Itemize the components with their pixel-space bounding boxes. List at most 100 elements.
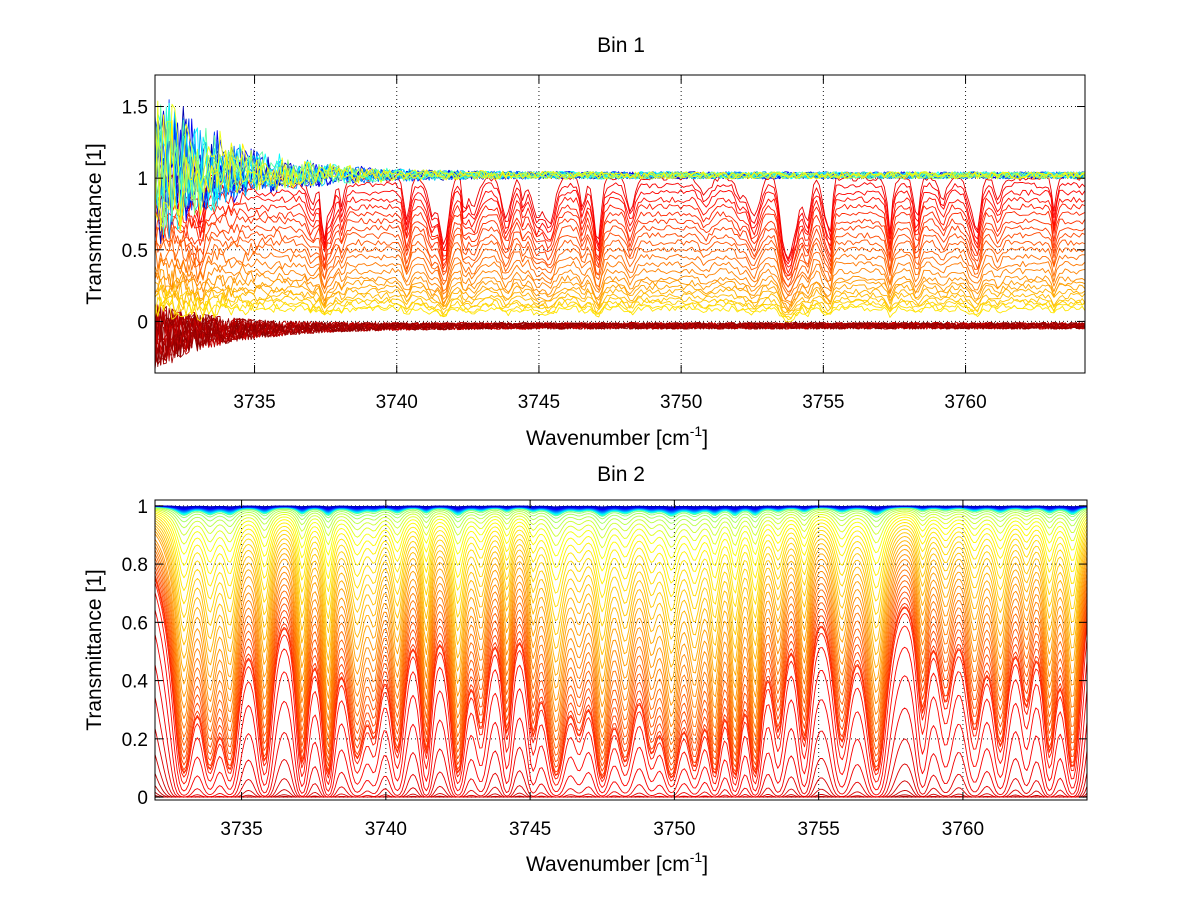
series-line <box>154 309 1086 365</box>
series-line <box>154 538 1088 708</box>
series-line <box>154 207 1086 277</box>
series-line <box>154 517 1088 613</box>
series-line <box>154 697 1088 798</box>
series-line <box>154 515 1088 599</box>
series-line <box>154 574 1088 777</box>
series-line <box>154 277 1086 312</box>
series-line <box>154 306 1086 362</box>
series-line <box>154 530 1088 683</box>
chart-2-frame <box>154 499 1088 801</box>
series-line <box>154 310 1086 366</box>
series-line <box>154 178 1086 265</box>
series-line <box>154 257 1086 300</box>
series-line <box>154 284 1086 316</box>
series-line <box>154 592 1088 788</box>
series-line <box>154 533 1088 695</box>
series-line <box>154 512 1088 572</box>
x-tick-label: 3740 <box>376 392 418 413</box>
chart-2-ticks: 3735 3740 3745 3750 3755 3760 0 0.2 0.4 0.6 0.8 1 <box>122 497 1087 840</box>
series-line <box>154 281 1086 314</box>
chart-2-title: Bin 2 <box>597 463 645 486</box>
series-line <box>154 546 1088 729</box>
series-line <box>154 525 1088 656</box>
series-line <box>154 112 1086 218</box>
series-line <box>155 505 1087 508</box>
series-line <box>154 509 1088 549</box>
series-line <box>154 305 1086 364</box>
chart-2-xlabel: Wavenumber [cm-1] <box>526 849 708 876</box>
series-line <box>154 195 1086 274</box>
series-line <box>154 553 1088 747</box>
series-line <box>154 309 1086 366</box>
series-line <box>154 304 1086 371</box>
x-tick-label: 3755 <box>798 819 840 840</box>
x-tick-label: 3745 <box>518 392 560 413</box>
series-line <box>154 305 1086 359</box>
y-tick-label: 0 <box>137 788 148 809</box>
series-line <box>154 313 1086 360</box>
series-line <box>154 582 1088 783</box>
series-line <box>154 169 1086 262</box>
y-tick-label: 0.5 <box>122 241 148 262</box>
series-line <box>154 542 1088 719</box>
y-tick-label: 0.2 <box>122 730 148 751</box>
series-line <box>154 224 1086 288</box>
series-line <box>154 114 1086 230</box>
chart-1-series <box>154 99 1086 371</box>
series-line <box>154 308 1086 370</box>
series-line <box>154 609 1088 794</box>
series-line <box>154 210 1086 281</box>
y-tick-label: 0.6 <box>122 613 148 634</box>
x-tick-label: 3750 <box>660 392 702 413</box>
series-line <box>154 100 1086 232</box>
chart-bin-2: Bin 2 3735 3740 3745 3750 3755 3760 0 0.2 0.4 0.6… <box>83 463 1088 876</box>
series-line <box>154 99 1086 220</box>
series-line <box>154 242 1086 296</box>
series-line <box>154 557 1088 754</box>
series-line <box>154 296 1086 323</box>
series-line <box>154 570 1088 772</box>
x-tick-label: 3745 <box>509 819 551 840</box>
series-line <box>154 257 1086 303</box>
series-line <box>154 664 1088 798</box>
x-tick-label: 3760 <box>944 392 986 413</box>
chart-1-xlabel: Wavenumber [cm-1] <box>526 423 708 450</box>
series-line <box>154 238 1086 293</box>
series-line <box>154 506 1088 520</box>
series-line <box>154 189 1086 268</box>
chart-2-series <box>154 505 1088 798</box>
x-tick-label: 3740 <box>365 819 407 840</box>
series-line <box>154 522 1088 641</box>
series-line <box>154 290 1086 321</box>
series-line <box>154 634 1088 797</box>
series-line <box>154 265 1086 307</box>
series-line <box>154 507 1088 524</box>
chart-1-title: Bin 1 <box>597 34 645 57</box>
x-tick-label: 3760 <box>942 819 984 840</box>
series-line <box>154 283 1086 314</box>
y-tick-label: 1 <box>137 497 148 518</box>
series-line <box>154 226 1086 287</box>
series-line <box>154 307 1086 367</box>
y-tick-label: 0.8 <box>122 555 148 576</box>
x-tick-label: 3755 <box>802 392 844 413</box>
y-tick-label: 1 <box>137 169 148 190</box>
chart-1-ylabel: Transmittance [1] <box>83 143 106 304</box>
series-line <box>154 514 1088 585</box>
series-line <box>154 507 1088 531</box>
chart-1-frame <box>154 74 1086 374</box>
series-line <box>154 510 1088 560</box>
series-line <box>154 566 1088 767</box>
chart-bin-1: Bin 1 3735 3740 3745 3750 3755 3760 0 0.5 1 1.5 W… <box>83 34 1086 450</box>
series-line <box>154 527 1088 669</box>
series-line <box>154 561 1088 761</box>
y-tick-label: 1.5 <box>122 98 148 119</box>
x-tick-label: 3750 <box>653 819 695 840</box>
series-line <box>154 268 1086 310</box>
y-tick-label: 0 <box>137 312 148 333</box>
series-line <box>154 304 1086 361</box>
x-tick-label: 3735 <box>220 819 262 840</box>
series-line <box>154 508 1088 539</box>
y-tick-label: 0.4 <box>122 672 149 693</box>
x-tick-label: 3735 <box>233 392 275 413</box>
